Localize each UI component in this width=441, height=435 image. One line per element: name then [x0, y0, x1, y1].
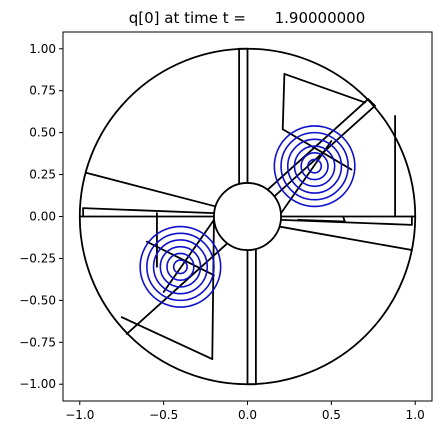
grid-line — [85, 171, 217, 208]
y-tick-label: 1.00 — [29, 42, 56, 56]
y-tick-label: 0.00 — [29, 210, 56, 224]
y-tick-label: 0.25 — [29, 168, 56, 182]
grid-line — [342, 215, 346, 223]
contour-line — [293, 145, 336, 188]
grid-line — [283, 73, 366, 104]
axes: −1.0 −0.5 0.0 0.5 1.0 1.00 0.75 0.50 0.25 0.00 −0.… — [19, 31, 433, 422]
contour-line — [280, 131, 349, 201]
grid-line — [278, 225, 413, 251]
x-tick-label: −1.0 — [65, 408, 94, 422]
chart-title: q[0] at time t = 1.90000000 — [129, 9, 366, 27]
y-tick-label: 0.75 — [29, 84, 56, 98]
contour-line — [146, 232, 215, 302]
grid-line — [281, 73, 286, 131]
contour-line — [166, 252, 195, 282]
x-tick-label: 0.5 — [322, 408, 341, 422]
grid-line — [281, 128, 353, 171]
inner-boundary-circle — [213, 182, 282, 251]
contour-line — [139, 225, 222, 308]
grid-line — [296, 218, 346, 223]
y-tick-label: 0.50 — [29, 126, 56, 140]
x-tick-label: −0.5 — [149, 408, 178, 422]
contour-line — [307, 158, 323, 174]
contour-line — [172, 259, 188, 275]
grid-line — [367, 98, 376, 107]
x-tick-label: 0.0 — [238, 408, 257, 422]
y-tick-label: −1.00 — [19, 377, 56, 391]
contour-line — [286, 138, 343, 194]
grid-line — [120, 316, 214, 360]
plot-inner — [78, 47, 417, 386]
x-tick-label: 1.0 — [406, 408, 425, 422]
plot-area — [78, 47, 417, 386]
y-tick-label: −0.75 — [19, 335, 56, 349]
grid-line — [125, 242, 229, 335]
y-tick-label: −0.50 — [19, 293, 56, 307]
contour-line — [300, 151, 329, 181]
grid-line — [145, 240, 215, 277]
contour-line — [273, 125, 356, 208]
grid-line — [266, 98, 370, 191]
contour-line — [152, 239, 209, 295]
y-tick-label: −0.25 — [19, 251, 56, 265]
grid-line — [82, 207, 215, 215]
contour-line — [159, 245, 202, 288]
